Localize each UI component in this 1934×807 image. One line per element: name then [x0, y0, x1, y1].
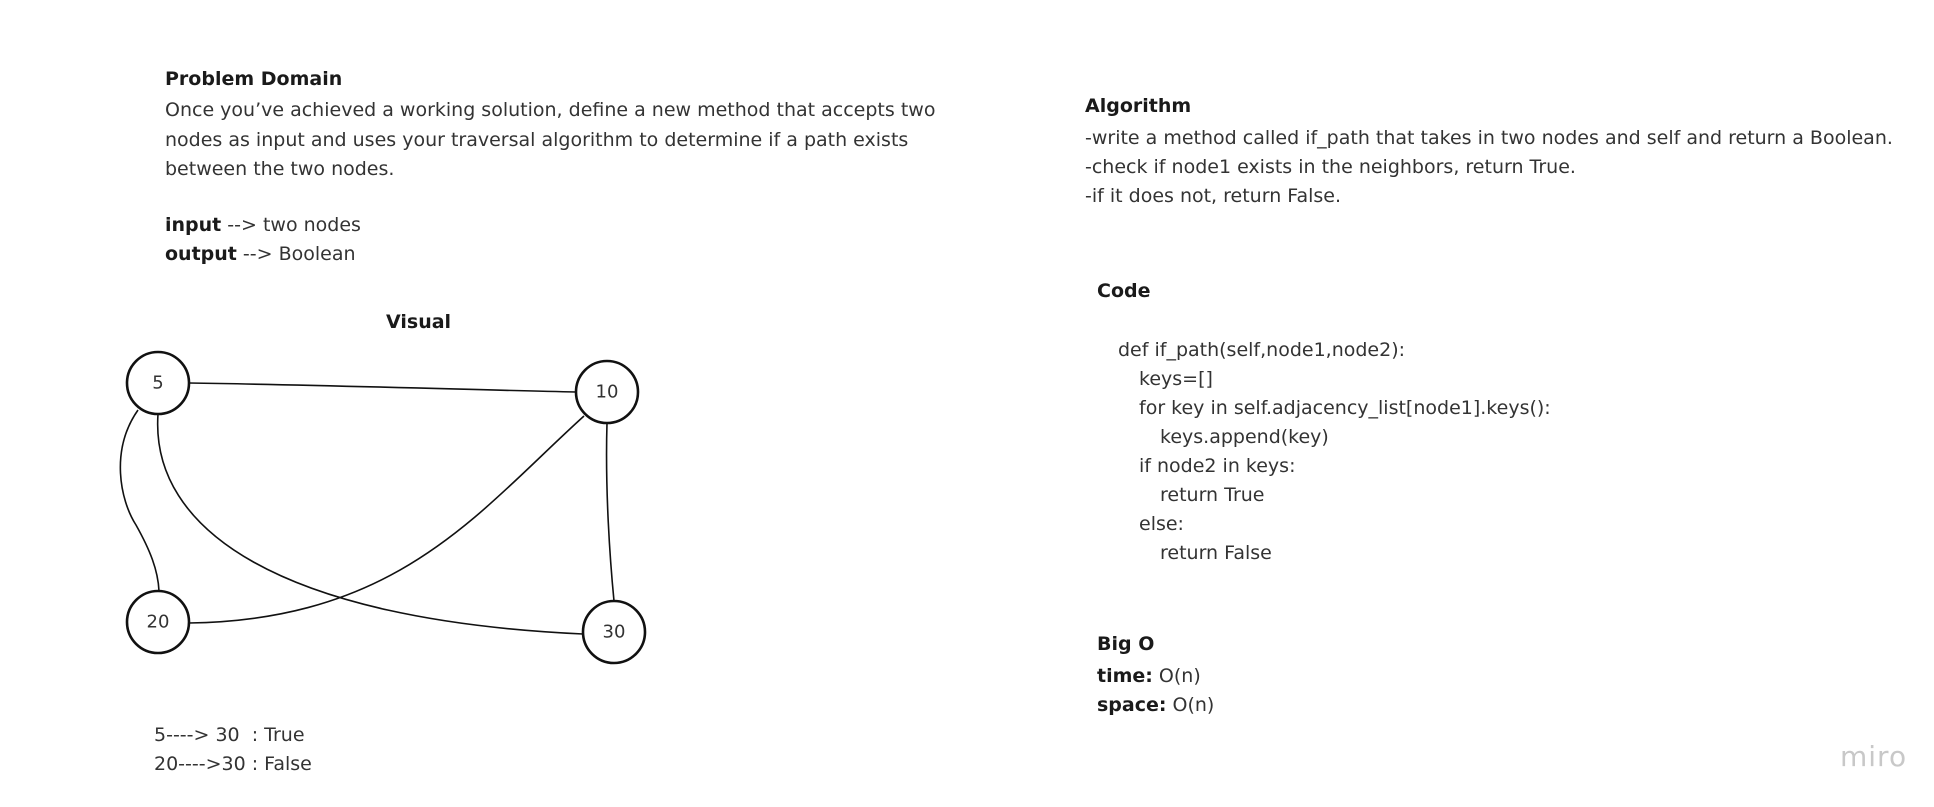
miro-logo: miro — [1840, 740, 1908, 773]
graph-node-label: 10 — [596, 382, 619, 403]
graph-edge-10-30 — [605, 422, 615, 602]
result-line-1: 5----> 30 : True — [154, 724, 305, 746]
output-label: output — [165, 243, 237, 265]
graph-node-circle — [581, 599, 647, 665]
code-heading: Code — [1097, 280, 1151, 302]
time-value: O(n) — [1152, 665, 1201, 687]
code-line: def if_path(self,node1,node2): — [1118, 339, 1406, 361]
graph-node-5: 5 — [125, 350, 191, 416]
problem-domain-text: Once you’ve achieved a working solution,… — [165, 99, 936, 180]
output-value: --> Boolean — [236, 243, 356, 265]
code-line: keys.append(key) — [1160, 426, 1329, 448]
graph-node-circle — [125, 589, 191, 655]
graph-node-10: 10 — [574, 359, 640, 425]
problem-domain-heading: Problem Domain — [165, 68, 343, 90]
graph-node-circle — [574, 359, 640, 425]
graph-node-label: 20 — [147, 612, 170, 633]
graph-edge-5-30 — [156, 413, 584, 635]
code-line: if node2 in keys: — [1139, 455, 1296, 477]
input-value: --> two nodes — [221, 214, 361, 236]
code-block: def if_path(self,node1,node2): keys=[] for… — [1118, 336, 1718, 576]
time-label: time: — [1097, 665, 1153, 687]
graph-edge-10-20 — [188, 415, 585, 624]
graph-edges — [119, 382, 615, 635]
graph-node-label: 5 — [152, 373, 163, 394]
result-line-2: 20---->30 : False — [154, 753, 312, 775]
space-complexity: space: O(n) — [1097, 691, 1214, 720]
graph-node-circle — [125, 350, 191, 416]
graph-node-30: 30 — [581, 599, 647, 665]
code-line: for key in self.adjacency_list[node1].ke… — [1139, 397, 1551, 419]
time-complexity: time: O(n) — [1097, 662, 1201, 691]
bigo-heading: Big O — [1097, 633, 1155, 655]
graph-edge-5-10 — [188, 382, 577, 393]
input-label: input — [165, 214, 222, 236]
code-line: keys=[] — [1139, 368, 1213, 390]
input-spec: input --> two nodes — [165, 211, 361, 240]
code-line: return False — [1160, 542, 1272, 564]
graph-node-20: 20 — [125, 589, 191, 655]
graph-nodes: 5 10 20 30 — [125, 350, 647, 665]
space-label: space: — [1097, 694, 1167, 716]
algorithm-step-2: -check if node1 exists in the neighbors,… — [1085, 156, 1576, 178]
algorithm-step-1: -write a method called if_path that take… — [1085, 127, 1893, 149]
algorithm-step-3: -if it does not, return False. — [1085, 185, 1342, 207]
graph-node-label: 30 — [603, 622, 626, 643]
code-line: return True — [1160, 484, 1265, 506]
graph-edge-5-20 — [119, 409, 160, 592]
code-line: else: — [1139, 513, 1184, 535]
output-spec: output --> Boolean — [165, 240, 356, 269]
space-value: O(n) — [1166, 694, 1215, 716]
algorithm-heading: Algorithm — [1085, 95, 1192, 117]
visual-heading: Visual — [386, 311, 452, 333]
